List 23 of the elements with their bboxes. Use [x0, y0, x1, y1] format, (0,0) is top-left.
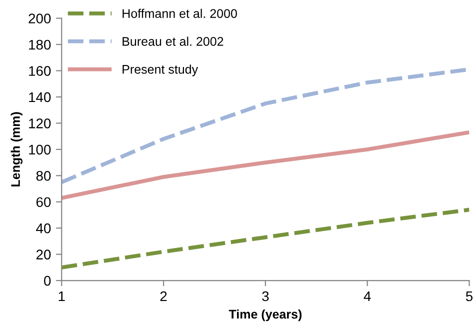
- legend-label: Hoffmann et al. 2000: [122, 8, 237, 18]
- legend-label: Bureau et al. 2002: [122, 36, 224, 46]
- x-tick-label: 2: [160, 291, 167, 302]
- y-tick-label: 140: [29, 92, 51, 102]
- y-tick-label: 40: [36, 223, 51, 234]
- x-tick-label: 3: [262, 291, 269, 302]
- y-tick-label: 60: [36, 197, 51, 208]
- y-tick-label: 0: [44, 276, 51, 286]
- y-tick-label: 80: [36, 170, 51, 181]
- y-tick-label: 120: [29, 118, 51, 128]
- x-tick-label: 5: [466, 291, 473, 302]
- y-tick-label: 180: [29, 40, 51, 50]
- x-axis-title: Time (years): [228, 309, 302, 322]
- line-series: [62, 208, 470, 270]
- y-tick-label: 100: [29, 144, 51, 155]
- y-tick-label: 200: [28, 14, 51, 24]
- y-tick-label: 160: [29, 66, 51, 76]
- legend-label: Present study: [122, 64, 198, 76]
- line-series: [62, 130, 470, 200]
- y-axis-title: Length (mm): [10, 112, 22, 186]
- x-tick-label: 1: [58, 291, 65, 302]
- x-tick-label: 4: [364, 291, 371, 302]
- y-tick-label: 20: [36, 250, 51, 260]
